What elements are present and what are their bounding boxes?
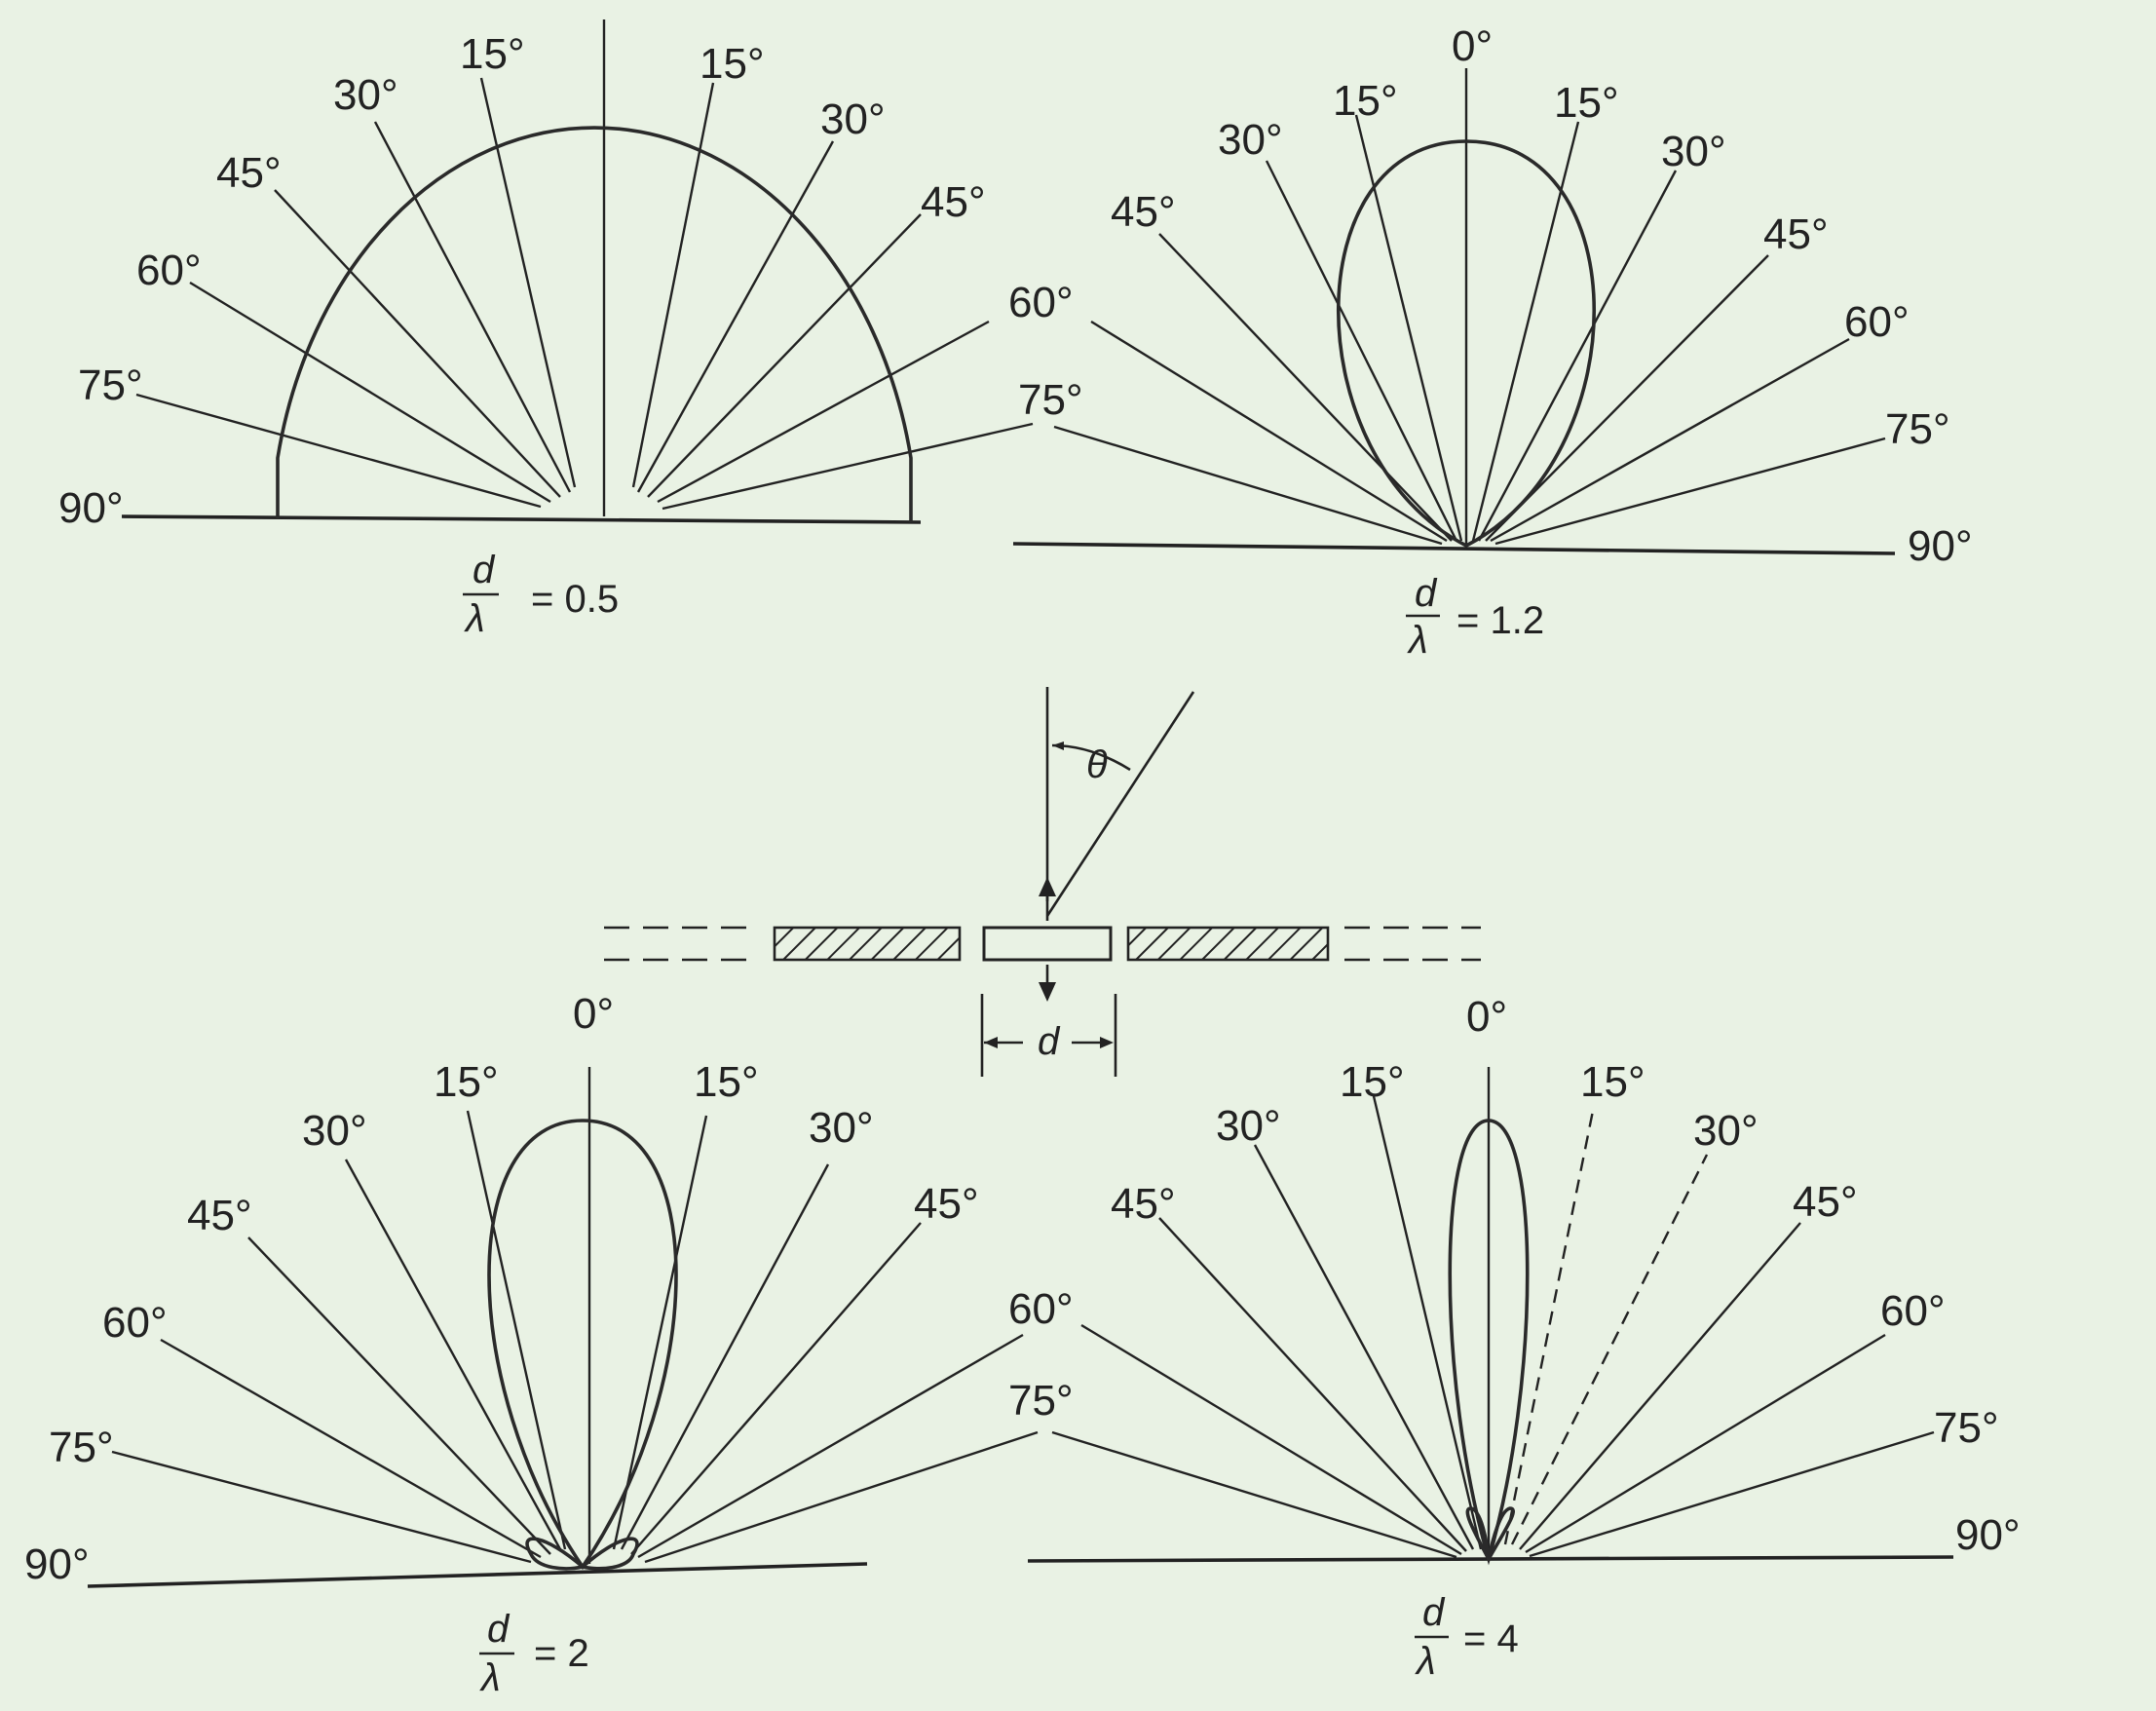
angle-label-left-60: 60° [136,247,202,294]
fraction-numerator: d [487,1608,511,1651]
angle-label-left-75: 75° [78,361,143,409]
angle-label-left-60: 60° [1008,1285,1074,1333]
angle-label-left-90: 90° [58,484,124,532]
angle-label-left-45: 45° [1111,188,1176,236]
direction-ray [1045,691,1195,917]
angle-label-right-15: 15° [694,1058,759,1106]
ratio-caption: d λ = 2 [479,1608,589,1699]
side-lobes [525,1537,639,1571]
angle-label-right-60: 60° [1880,1287,1946,1335]
ratio-value: = 4 [1463,1617,1519,1660]
angle-label-left-30: 30° [333,71,398,119]
angle-label-left-75: 75° [1008,1377,1074,1425]
angle-label-left-15: 15° [1333,77,1398,125]
fraction-numerator: d [1415,572,1438,615]
angle-label-left-15: 15° [460,30,525,78]
angle-label-right-45: 45° [1763,210,1829,258]
angle-label-right-30: 30° [809,1104,874,1152]
pattern-panel-d-2: 0° 15° 30° 45° 60° 75° 90° 15° 30° 45° d… [24,990,1039,1699]
angle-label-left-30: 30° [1216,1102,1281,1150]
angle-label-right-45: 45° [914,1180,979,1228]
ratio-caption: d λ = 1.2 [1406,572,1544,662]
angle-labels: 0° 15° 30° 45° 60° 75° 15° 30° 45° 60° 7… [1008,993,2021,1559]
baseline [1012,542,1896,555]
angle-label-right-15: 15° [1554,79,1619,127]
angle-label-top-0: 0° [1452,22,1493,70]
angle-label-left-15: 15° [434,1058,499,1106]
main-lobe [487,1119,678,1571]
baseline [87,1562,868,1588]
radiation-lobe [276,126,913,522]
fraction-numerator: d [473,549,496,591]
ratio-value: = 1.2 [1456,599,1544,642]
pattern-panel-d-0-5: 15° 30° 45° 60° 75° 90° 15° 30° 45° d λ … [58,19,1034,640]
pattern-panel-d-1-2: 0° 15° 30° 45° 60° 75° 15° 30° 45° 60° 7… [1008,22,1973,662]
angle-label-left-75: 75° [1018,376,1083,424]
ratio-value: = 0.5 [531,578,619,621]
angle-label-left-60: 60° [1008,279,1074,326]
angle-label-left-60: 60° [102,1299,168,1347]
hatched-plate-left [773,926,962,962]
up-arrow [1039,877,1056,896]
ratio-caption: d λ = 0.5 [463,549,619,640]
angle-rays [135,19,1034,516]
theta-symbol: θ [1086,743,1108,786]
angle-label-right-90: 90° [1908,522,1973,570]
angle-label-right-30: 30° [1693,1107,1759,1155]
angle-rays [111,1067,1039,1564]
side-lobes [1465,1506,1515,1563]
angle-label-top-0: 0° [1466,993,1507,1041]
baseline [121,514,922,524]
angle-labels: 0° 15° 30° 45° 60° 75° 15° 30° 45° 60° 7… [1008,22,1973,570]
spacing-symbol: d [1038,1020,1061,1063]
ratio-value: = 2 [534,1632,589,1675]
angle-label-left-30: 30° [1218,116,1283,164]
fraction-denominator: λ [1407,619,1428,662]
ratio-caption: d λ = 4 [1415,1591,1519,1683]
angle-label-right-75: 75° [1934,1404,1999,1452]
slit-aperture [982,926,1113,962]
fraction-denominator: λ [464,597,485,640]
angle-label-left-45: 45° [216,149,282,197]
angle-label-right-60: 60° [1844,298,1910,346]
angle-label-right-45: 45° [1793,1178,1858,1226]
fraction-numerator: d [1422,1591,1446,1634]
angle-label-left-30: 30° [302,1107,367,1155]
angle-label-right-15: 15° [700,40,765,88]
angle-label-right-75: 75° [1885,405,1950,453]
fraction-denominator: λ [1415,1640,1436,1683]
angle-label-right-30: 30° [1661,128,1726,175]
angle-label-left-75: 75° [49,1424,114,1471]
radiation-lobe [1337,139,1596,549]
angle-label-top-0: 0° [573,990,614,1038]
slit-schematic: θ d [604,687,1481,1077]
angle-label-right-90: 90° [1955,1511,2021,1559]
angle-label-left-90: 90° [24,1540,90,1588]
angle-label-left-15: 15° [1340,1058,1405,1106]
down-arrow [1039,982,1056,1002]
fraction-denominator: λ [479,1656,501,1699]
angle-labels: 15° 30° 45° 60° 75° 90° 15° 30° 45° [58,30,986,532]
hatched-plate-right [1126,926,1330,962]
angle-label-right-15: 15° [1580,1058,1645,1106]
pattern-panel-d-4: 0° 15° 30° 45° 60° 75° 15° 30° 45° 60° 7… [1008,993,2021,1683]
angle-rays [1051,1067,1935,1559]
angle-label-right-45: 45° [921,178,986,226]
theta-arrow [1052,741,1064,750]
main-lobe [1448,1119,1530,1566]
angle-label-left-45: 45° [187,1192,252,1239]
angle-label-left-45: 45° [1111,1180,1176,1228]
angle-label-right-30: 30° [820,95,886,143]
angle-labels: 0° 15° 30° 45° 60° 75° 90° 15° 30° 45° [24,990,979,1588]
